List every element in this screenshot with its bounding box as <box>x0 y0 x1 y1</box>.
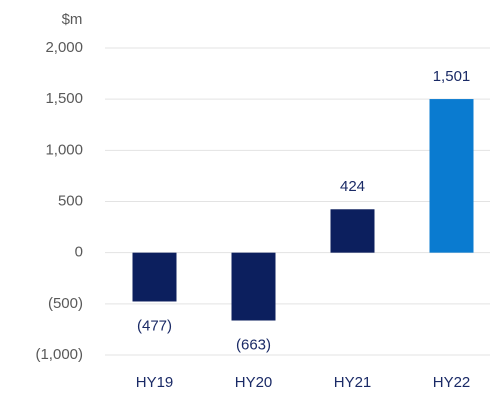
y-tick-label: (500) <box>48 295 83 312</box>
value-label: 1,501 <box>433 68 471 85</box>
bar <box>429 99 474 253</box>
value-label: (477) <box>137 317 172 334</box>
y-tick-label: (1,000) <box>35 346 83 363</box>
value-label: (663) <box>236 336 271 353</box>
x-tick-label: HY22 <box>433 374 471 391</box>
y-axis-label: $m <box>62 11 83 28</box>
bar <box>132 252 177 302</box>
x-tick-label: HY19 <box>136 374 174 391</box>
y-tick-label: 500 <box>58 192 83 209</box>
bar <box>330 209 375 253</box>
value-label: 424 <box>340 178 365 195</box>
y-tick-label: 1,000 <box>45 141 83 158</box>
y-tick-label: 0 <box>75 244 83 261</box>
x-tick-label: HY20 <box>235 374 273 391</box>
y-tick-label: 2,000 <box>45 39 83 56</box>
bar <box>231 252 276 321</box>
x-tick-label: HY21 <box>334 374 372 391</box>
y-tick-label: 1,500 <box>45 90 83 107</box>
